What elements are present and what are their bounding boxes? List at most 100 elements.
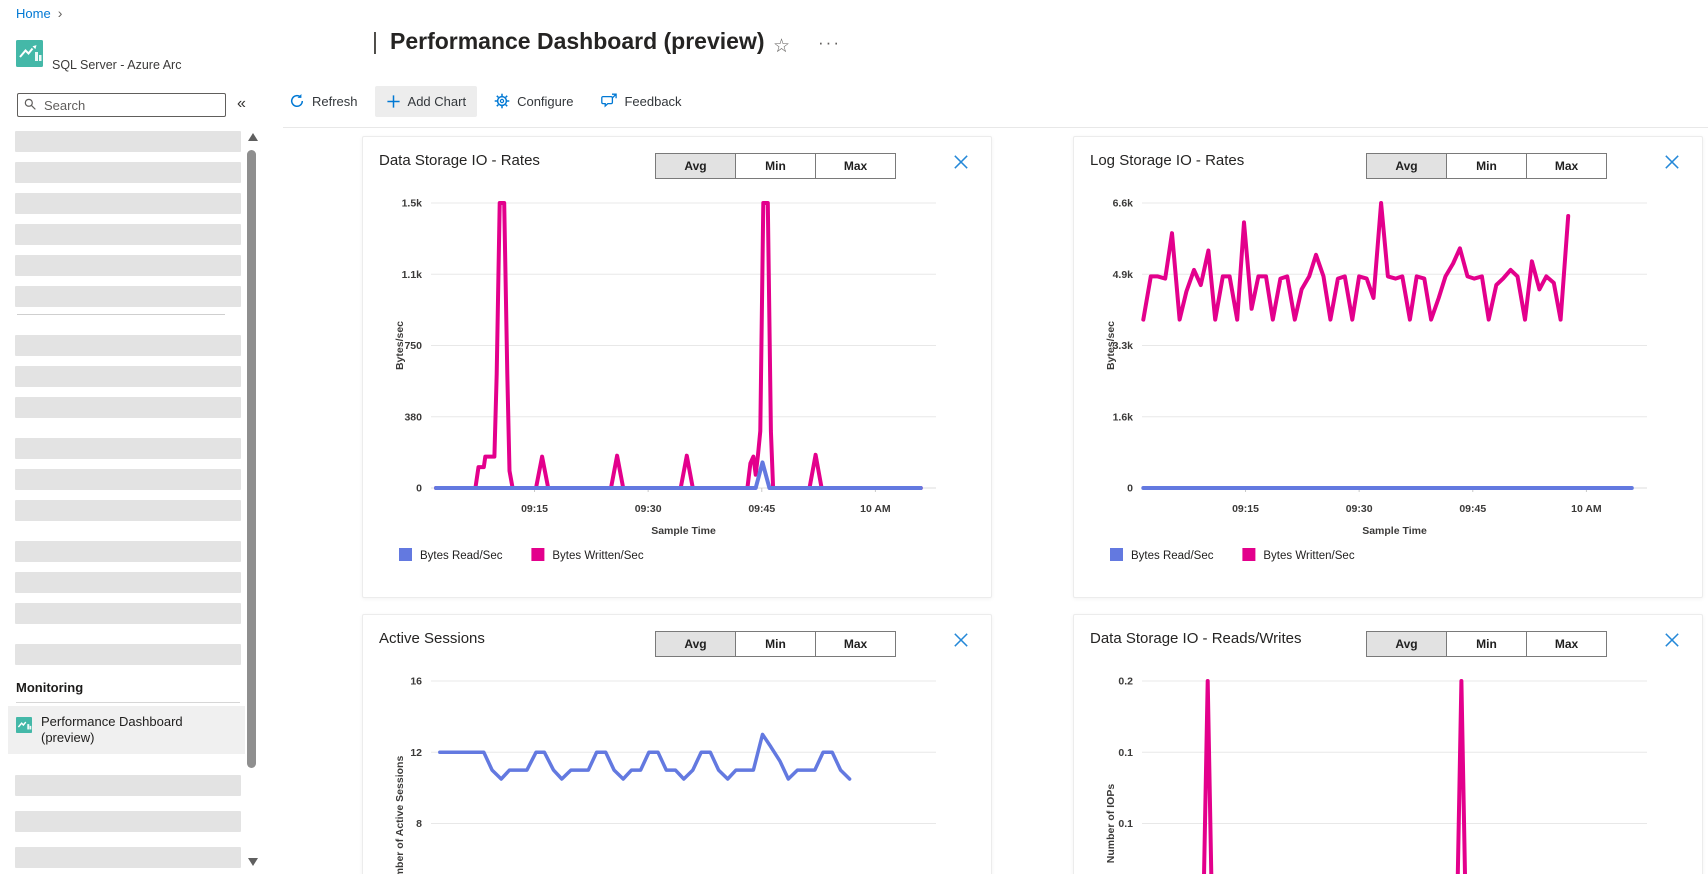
agg-toggle-group: Avg Min Max [655,153,896,179]
sidebar-skeleton-item [15,811,241,832]
sidebar-skeleton-item [15,193,241,214]
sidebar-skeleton-item [15,438,241,459]
chart-title: Data Storage IO - Reads/Writes [1090,630,1302,647]
svg-text:Bytes/sec: Bytes/sec [1105,321,1117,370]
resource-icon [16,40,43,72]
svg-text:1.5k: 1.5k [402,198,423,210]
svg-text:380: 380 [404,411,422,423]
agg-toggle-group: Avg Min Max [1366,631,1607,657]
svg-text:3.3k: 3.3k [1113,340,1134,352]
close-icon [1665,155,1679,169]
close-icon [954,633,968,647]
sidebar-skeleton-item [15,500,241,521]
svg-text:Sample Time: Sample Time [1362,525,1427,537]
sidebar-skeleton-item [15,541,241,562]
feedback-button[interactable]: Feedback [590,85,692,117]
close-chart-button[interactable] [951,631,971,651]
svg-text:Sample Time: Sample Time [651,525,716,537]
refresh-button[interactable]: Refresh [278,85,369,117]
chart-title: Log Storage IO - Rates [1090,152,1245,169]
svg-text:Number of IOPs: Number of IOPs [1105,784,1117,864]
svg-text:09:45: 09:45 [748,503,775,515]
collapse-sidebar-button[interactable]: « [237,95,246,112]
gear-icon [494,93,510,109]
agg-button-avg[interactable]: Avg [655,631,736,657]
agg-toggle-group: Avg Min Max [1366,153,1607,179]
breadcrumb-home-link[interactable]: Home [16,6,51,21]
sidebar-skeleton-item [15,572,241,593]
svg-text:09:30: 09:30 [1346,503,1373,515]
sidebar-skeleton-item [15,469,241,490]
sidebar-skeleton-item [15,162,241,183]
svg-text:09:30: 09:30 [635,503,662,515]
sidebar-skeleton-item [15,603,241,624]
svg-text:12: 12 [410,747,422,759]
chart-title: Active Sessions [379,630,485,647]
sidebar-divider [16,702,240,703]
close-chart-button[interactable] [951,153,971,173]
sidebar-skeleton-list [15,131,241,676]
sidebar-skeleton-item [15,224,241,245]
scrollbar-down-arrow[interactable] [248,858,258,866]
chart-card-data-storage-rates: Data Storage IO - Rates Avg Min Max 1.5k 1.… [362,136,992,598]
line-chart: 1.5k 1.1k 750 380 0 Bytes/sec 09:15 09:30 09:45 1… [394,198,936,562]
agg-toggle-group: Avg Min Max [655,631,896,657]
svg-text:1.6k: 1.6k [1113,411,1134,423]
close-chart-button[interactable] [1662,631,1682,651]
agg-button-max[interactable]: Max [815,631,896,657]
resource-name-label: SQL Server - Azure Arc [52,58,182,72]
svg-text:Bytes Written/Sec: Bytes Written/Sec [552,550,643,562]
toolbar-separator [283,127,1708,128]
agg-button-max[interactable]: Max [815,153,896,179]
agg-button-min[interactable]: Min [735,153,816,179]
svg-text:09:45: 09:45 [1459,503,1486,515]
svg-text:Bytes Read/Sec: Bytes Read/Sec [420,550,503,562]
agg-button-avg[interactable]: Avg [655,153,736,179]
svg-text:Bytes Written/Sec: Bytes Written/Sec [1263,550,1354,562]
breadcrumb: Home › [16,5,62,23]
feedback-icon [601,93,618,108]
svg-text:10 AM: 10 AM [1571,503,1602,515]
svg-text:Bytes/sec: Bytes/sec [394,321,406,370]
svg-text:0.1: 0.1 [1118,818,1133,830]
refresh-icon [290,94,304,107]
agg-button-max[interactable]: Max [1526,631,1607,657]
page-title: | Performance Dashboard (preview) [372,28,765,54]
scrollbar-thumb[interactable] [247,150,256,768]
agg-button-min[interactable]: Min [1446,631,1527,657]
svg-text:8: 8 [416,818,422,830]
chevron-right-icon: › [57,5,63,21]
svg-text:10 AM: 10 AM [860,503,891,515]
sidebar-skeleton-item [15,397,241,418]
agg-button-max[interactable]: Max [1526,153,1607,179]
chart-card-active-sessions: Active Sessions Avg Min Max 16 12 8 Number of… [362,614,992,874]
search-input[interactable] [17,93,226,117]
agg-button-avg[interactable]: Avg [1366,631,1447,657]
sidebar-skeleton-item [15,335,241,356]
add-chart-button[interactable]: Add Chart [374,85,478,117]
agg-button-min[interactable]: Min [1446,153,1527,179]
sidebar-skeleton-item [15,366,241,387]
sidebar-section-divider [17,314,225,315]
svg-text:0: 0 [416,483,422,495]
plus-icon [386,94,400,108]
sidebar-skeleton-item [15,847,241,868]
scrollbar-up-arrow[interactable] [248,133,258,141]
svg-text:09:15: 09:15 [1232,503,1259,515]
agg-button-avg[interactable]: Avg [1366,153,1447,179]
configure-button[interactable]: Configure [483,85,584,117]
sidebar-section-monitoring: Monitoring [16,680,84,695]
sidebar-skeleton-item [15,255,241,276]
svg-text:4.9k: 4.9k [1113,269,1134,281]
more-options-icon[interactable]: ··· [818,33,841,52]
line-chart: 16 12 8 Number of Active Sessions [394,676,936,874]
favorite-star-icon[interactable]: ☆ [773,36,791,57]
sidebar-item-performance-dashboard[interactable]: Performance Dashboard (preview) [8,706,245,754]
svg-text:750: 750 [404,340,422,352]
chart-title: Data Storage IO - Rates [379,152,540,169]
agg-button-min[interactable]: Min [735,631,816,657]
command-bar: Refresh Add Chart Configure [278,85,693,117]
close-chart-button[interactable] [1662,153,1682,173]
close-icon [954,155,968,169]
